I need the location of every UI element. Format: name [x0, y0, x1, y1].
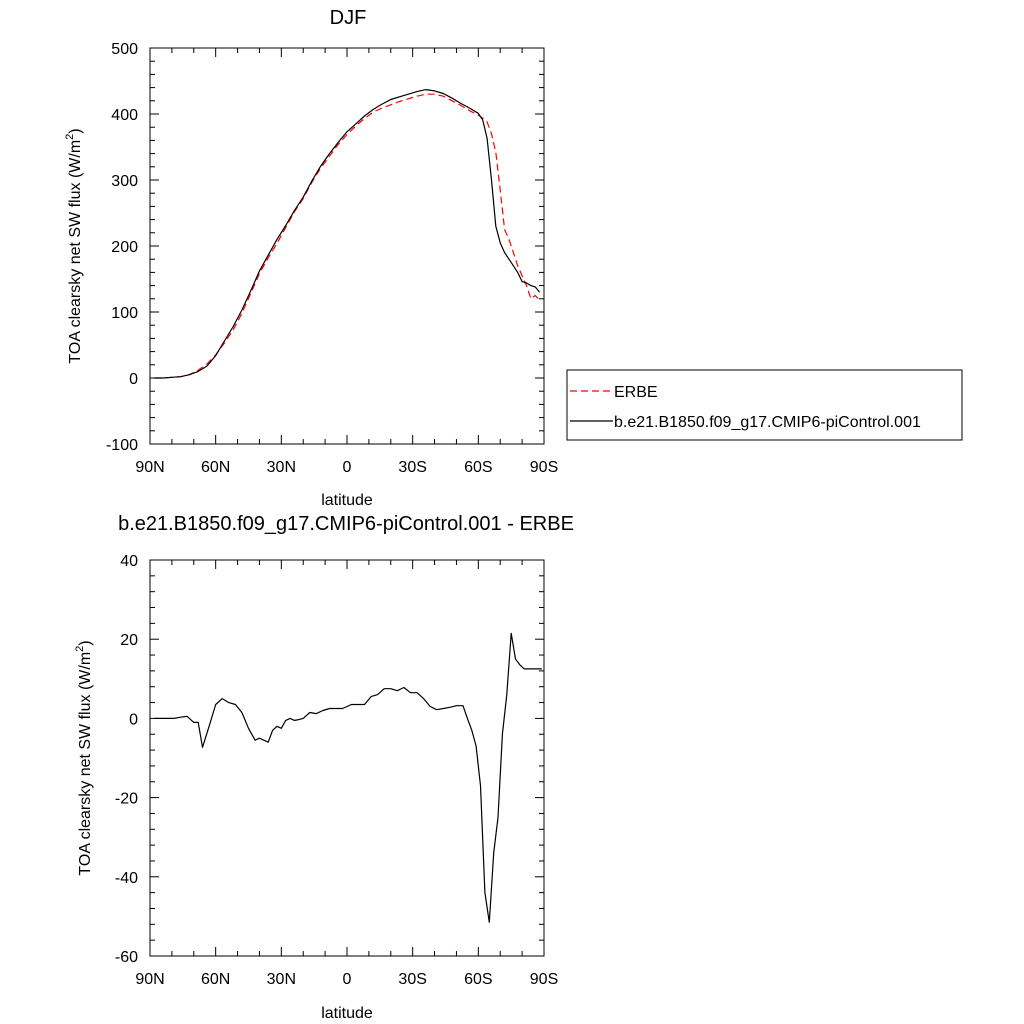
bottom-x-tick-label: 0: [343, 971, 352, 988]
legend: ERBE b.e21.B1850.f09_g17.CMIP6-piControl…: [566, 369, 963, 441]
top-series-line-1: [154, 88, 541, 379]
top-x-tick-label: 0: [343, 459, 352, 476]
top-y-axis-label: TOA clearsky net SW flux (W/m2): [64, 128, 84, 363]
top-series-line-0: [154, 93, 541, 379]
bottom-y-axis-label: TOA clearsky net SW flux (W/m2): [74, 640, 94, 875]
legend-box: [566, 369, 963, 441]
bottom-y-axis-label-main: TOA clearsky net SW flux (W/m: [77, 652, 94, 876]
top-panel: DJF 90N 60N 30N 0 30S 60S 90S -100 0 100 200 300 400…: [64, 7, 558, 509]
top-axes: 90N 60N 30N 0 30S 60S 90S -100 0 100 200 300 400 500: [106, 41, 558, 476]
bottom-y-tick-label: 40: [120, 553, 138, 570]
top-y-axis-label-main: TOA clearsky net SW flux (W/m: [67, 140, 84, 364]
bottom-y-tick-label: -40: [115, 870, 138, 887]
top-y-tick-label: 100: [111, 305, 138, 322]
bottom-axes: 90N 60N 30N 0 30S 60S 90S -60 -40 -20 0 20 40: [115, 553, 558, 988]
top-x-axis-label: latitude: [321, 492, 373, 509]
bottom-x-axis-label: latitude: [321, 1005, 373, 1022]
top-y-tick-label: 400: [111, 107, 138, 124]
bottom-series-line-0: [154, 632, 542, 923]
bottom-series-group: [154, 632, 542, 923]
bottom-y-tick-label: -60: [115, 949, 138, 966]
top-y-tick-label: 200: [111, 239, 138, 256]
top-y-tick-label: 500: [111, 41, 138, 58]
top-series-group: [154, 88, 541, 379]
top-plot-frame: [149, 47, 545, 445]
bottom-x-tick-label: 60S: [464, 971, 492, 988]
bottom-y-tick-label: 20: [120, 632, 138, 649]
top-x-tick-label: 90S: [530, 459, 558, 476]
top-y-tick-label: 300: [111, 173, 138, 190]
top-y-tick-label: -100: [106, 437, 138, 454]
legend-label-erbe: ERBE: [614, 384, 658, 401]
bottom-y-tick-label: -20: [115, 791, 138, 808]
bottom-plot-frame: [149, 559, 545, 957]
legend-label-model: b.e21.B1850.f09_g17.CMIP6-piControl.001: [614, 414, 921, 431]
bottom-chart-title: b.e21.B1850.f09_g17.CMIP6-piControl.001 …: [118, 513, 574, 535]
top-x-tick-label: 60N: [201, 459, 230, 476]
top-y-axis-label-close: ): [67, 128, 84, 133]
bottom-y-tick-label: 0: [129, 711, 138, 728]
top-y-axis-label-sup: 2: [64, 134, 76, 140]
bottom-x-tick-label: 60N: [201, 971, 230, 988]
top-x-tick-label: 30S: [398, 459, 426, 476]
top-x-tick-label: 30N: [267, 459, 296, 476]
bottom-x-tick-label: 30S: [398, 971, 426, 988]
top-x-tick-label: 60S: [464, 459, 492, 476]
bottom-x-tick-label: 30N: [267, 971, 296, 988]
bottom-panel: b.e21.B1850.f09_g17.CMIP6-piControl.001 …: [74, 513, 574, 1022]
bottom-x-tick-label: 90S: [530, 971, 558, 988]
top-chart-title: DJF: [330, 7, 367, 29]
top-y-tick-label: 0: [129, 371, 138, 388]
bottom-y-axis-label-sup: 2: [74, 646, 86, 652]
bottom-x-tick-label: 90N: [135, 971, 164, 988]
bottom-y-axis-label-close: ): [77, 640, 94, 645]
top-x-tick-label: 90N: [135, 459, 164, 476]
